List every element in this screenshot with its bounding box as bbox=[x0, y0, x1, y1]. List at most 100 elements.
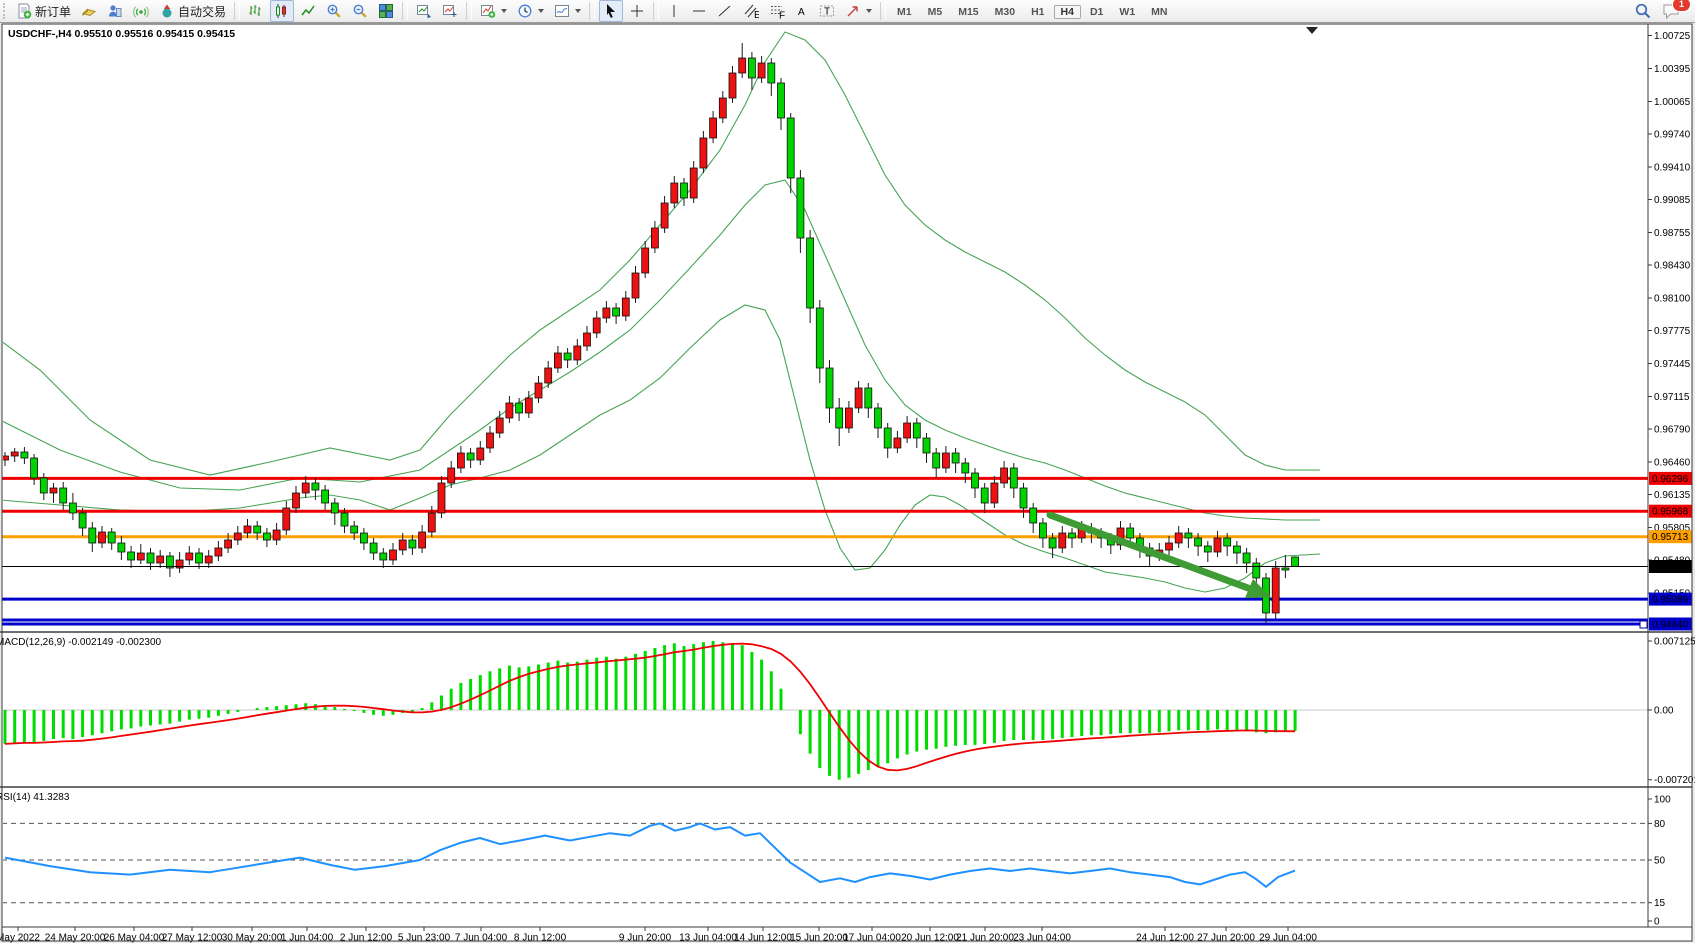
timeframe-W1[interactable]: W1 bbox=[1119, 5, 1136, 18]
trend-arrow[interactable] bbox=[1046, 511, 1271, 598]
candle-up bbox=[292, 492, 300, 509]
candle-up bbox=[718, 97, 727, 119]
equidistant-channel-button[interactable]: E bbox=[739, 0, 763, 22]
timeframe-MN[interactable]: MN bbox=[1151, 5, 1168, 18]
candle-up bbox=[573, 345, 582, 361]
line-selection-handle[interactable] bbox=[1639, 620, 1648, 629]
timeframe-H4[interactable]: H4 bbox=[1053, 4, 1081, 19]
trendline-button[interactable] bbox=[713, 0, 737, 22]
auto-trading-label: 自动交易 bbox=[178, 4, 227, 19]
price-tag-0.95415: 0.95415 bbox=[1649, 560, 1692, 573]
auto-trading-button[interactable]: 自动交易 bbox=[155, 0, 230, 22]
svg-text:F: F bbox=[779, 11, 785, 20]
candle-up bbox=[282, 507, 291, 531]
auto-arrange-button[interactable] bbox=[412, 0, 436, 22]
text-button[interactable]: A bbox=[791, 0, 813, 22]
time-label: 21 Jun 20:00 bbox=[956, 933, 1014, 943]
templates-button[interactable] bbox=[550, 0, 585, 22]
crosshair-icon bbox=[629, 3, 645, 19]
candle-down bbox=[796, 177, 805, 239]
auto-trading-icon bbox=[159, 3, 175, 19]
candle-up bbox=[233, 532, 242, 541]
shift-marker-icon[interactable] bbox=[1306, 27, 1318, 34]
candle-down bbox=[408, 539, 417, 549]
time-label: 8 Jun 12:00 bbox=[514, 933, 567, 943]
svg-text:0.95968: 0.95968 bbox=[1652, 507, 1689, 518]
candle-down bbox=[39, 477, 48, 494]
timeframe-D1[interactable]: D1 bbox=[1089, 5, 1104, 18]
candle-down bbox=[563, 352, 572, 361]
time-label: 30 May 20:00 bbox=[222, 933, 283, 943]
candle-up bbox=[1271, 567, 1280, 614]
text-label-button[interactable]: T bbox=[815, 0, 839, 22]
gold-ingot-icon bbox=[81, 3, 97, 19]
separator bbox=[880, 2, 887, 20]
candle-up bbox=[243, 525, 252, 534]
timeframe-H1[interactable]: H1 bbox=[1031, 5, 1045, 18]
line-chart-button[interactable] bbox=[296, 0, 320, 22]
candle-up bbox=[757, 62, 766, 79]
search-button[interactable] bbox=[1630, 0, 1656, 22]
candle-up bbox=[447, 467, 456, 484]
vertical-line-button[interactable] bbox=[663, 0, 685, 22]
candle-down bbox=[922, 437, 931, 454]
fibonacci-button[interactable]: F bbox=[765, 0, 789, 22]
timeframe-M30[interactable]: M30 bbox=[994, 5, 1016, 18]
zoom-in-button[interactable] bbox=[322, 0, 346, 22]
chart-frame bbox=[1, 23, 1693, 942]
candle-down bbox=[369, 542, 378, 554]
candle-down bbox=[680, 182, 688, 199]
candle-down bbox=[864, 387, 873, 409]
notifications-button[interactable]: 1 bbox=[1658, 0, 1691, 22]
price-tag-0.95968: 0.95968 bbox=[1649, 504, 1692, 518]
new-order-button[interactable]: 新订单 bbox=[12, 0, 75, 22]
candle-down bbox=[146, 552, 155, 564]
candle-down bbox=[980, 487, 989, 504]
candle-down bbox=[515, 402, 523, 414]
candle-down bbox=[815, 307, 824, 369]
zoom-out-button[interactable] bbox=[348, 0, 372, 22]
signals-button[interactable] bbox=[129, 0, 153, 22]
timeframe-group: M1 M5 M15 M30 H1 H4 D1 W1 MN bbox=[889, 2, 1175, 21]
candle-down bbox=[825, 367, 834, 409]
cursor-button[interactable] bbox=[599, 0, 624, 22]
timeframe-M5[interactable]: M5 bbox=[927, 5, 943, 18]
arrows-button[interactable] bbox=[841, 0, 876, 22]
candle-down bbox=[1242, 552, 1251, 564]
candle-down bbox=[59, 487, 68, 504]
axis-tick-label: 0.00 bbox=[1654, 706, 1674, 717]
svg-text:0.95713: 0.95713 bbox=[1652, 532, 1689, 543]
candle-down bbox=[127, 551, 135, 561]
candle-down bbox=[20, 451, 29, 459]
candle-up bbox=[156, 555, 165, 564]
cursor-arrow-icon bbox=[603, 3, 619, 19]
toolbar-grip[interactable] bbox=[3, 3, 8, 19]
arrange-chart-icon bbox=[416, 3, 432, 19]
candlestick-chart-button[interactable] bbox=[270, 0, 295, 22]
candle-up bbox=[427, 512, 436, 533]
candle-up bbox=[651, 227, 659, 249]
crosshair-button[interactable] bbox=[625, 0, 649, 22]
data-window-button[interactable] bbox=[103, 0, 127, 22]
tile-windows-button[interactable] bbox=[374, 0, 398, 22]
timeframe-M1[interactable]: M1 bbox=[897, 5, 912, 18]
candle-down bbox=[1223, 537, 1232, 547]
bb-lower-line bbox=[3, 304, 1321, 593]
candle-down bbox=[165, 555, 174, 569]
chart-title: USDCHF-,H4 0.95510 0.95516 0.95415 0.954… bbox=[8, 28, 236, 40]
horizontal-line-button[interactable] bbox=[687, 0, 711, 22]
indicators-button[interactable] bbox=[476, 0, 511, 22]
candles-layer bbox=[3, 43, 1299, 623]
candle-down bbox=[912, 422, 921, 439]
candle-down bbox=[961, 462, 970, 474]
track-chart-button[interactable] bbox=[438, 0, 462, 22]
bar-chart-button[interactable] bbox=[244, 0, 268, 22]
timeframe-M15[interactable]: M15 bbox=[958, 5, 979, 18]
market-watch-button[interactable] bbox=[77, 0, 101, 22]
text-icon: A bbox=[795, 3, 809, 19]
candle-up bbox=[505, 402, 514, 419]
periods-button[interactable] bbox=[513, 0, 548, 22]
line-chart-icon bbox=[300, 3, 316, 19]
chevron-down-icon bbox=[575, 9, 582, 13]
